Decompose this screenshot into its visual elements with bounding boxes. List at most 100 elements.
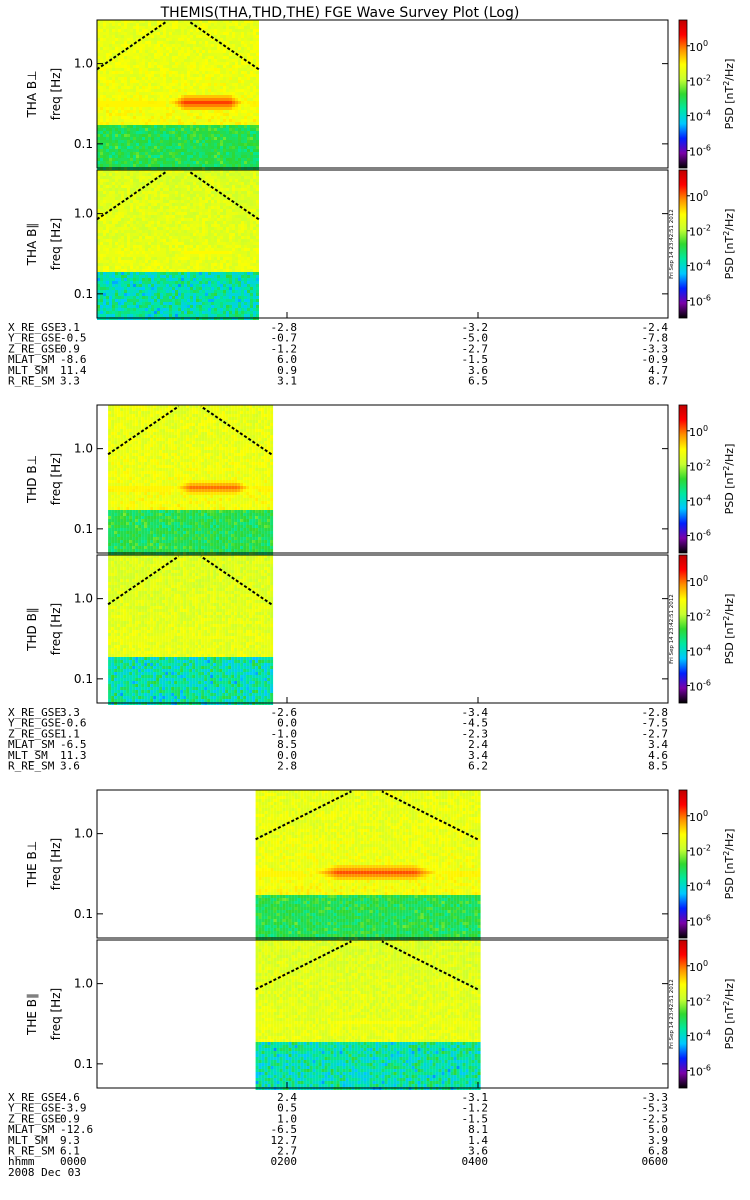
ephem-value: -7.5 bbox=[642, 717, 669, 730]
colorbar-tick-label: 10-4 bbox=[689, 644, 711, 659]
ephem-row-label: Z_RE_GSE bbox=[8, 1112, 61, 1125]
ephem-row-label: MLT_SM bbox=[8, 1134, 48, 1147]
probe-groups: 1.0 0.1 THA B⊥ freq [Hz] 100 10-2 10-4 10-6 PSD … bbox=[8, 19, 736, 1179]
y-tick-label: 1.0 bbox=[74, 827, 93, 841]
ephem-value: -8.6 bbox=[60, 353, 87, 366]
panel-label: THD B∥ bbox=[25, 607, 39, 652]
colorbar-tick-label: 10-4 bbox=[689, 494, 711, 509]
ephem-value: 12.7 bbox=[271, 1134, 298, 1147]
colorbar bbox=[678, 404, 688, 554]
ephem-value: -4.5 bbox=[462, 717, 489, 730]
ephem-value: 3.3 bbox=[60, 706, 80, 719]
ephem-row-label: Y_RE_GSE bbox=[8, 1102, 61, 1115]
ephem-row-label: MLAT_SM bbox=[8, 1123, 55, 1136]
colorbar-tick-label: 10-4 bbox=[689, 109, 711, 124]
y-tick-label: 1.0 bbox=[74, 57, 93, 71]
colorbar-tick-label: 10-2 bbox=[689, 224, 711, 239]
ephem-value: 4.6 bbox=[60, 1091, 80, 1104]
ephem-value: -2.5 bbox=[642, 1112, 669, 1125]
colorbar-label: PSD [nT2/Hz] bbox=[722, 59, 736, 130]
probe-group-thd: 1.0 0.1 THD B⊥ freq [Hz] 100 10-2 10-4 10-6 PSD … bbox=[8, 404, 736, 773]
colorbar bbox=[678, 789, 688, 939]
spectrogram-cells bbox=[96, 20, 260, 170]
ephem-value: -6.5 bbox=[271, 1123, 298, 1136]
colorbar-tick-label: 10-6 bbox=[689, 914, 711, 929]
ephem-value: -2.8 bbox=[271, 321, 298, 334]
ephem-value: -7.8 bbox=[642, 332, 669, 345]
ephem-value: 1.4 bbox=[468, 1134, 488, 1147]
ephem-value: 11.3 bbox=[60, 749, 87, 762]
panel-frame bbox=[96, 19, 669, 169]
ephem-value: -2.3 bbox=[462, 727, 489, 740]
spectrogram-cells bbox=[255, 940, 481, 1090]
ephem-row-label: X_RE_GSE bbox=[8, 706, 61, 719]
ephem-row-label: X_RE_GSE bbox=[8, 1091, 61, 1104]
colorbar-tick-label: 10-4 bbox=[689, 259, 711, 274]
spectrogram-panel: 1.0 0.1 THD B∥ freq [Hz] 100 10-2 10-4 10-6 PSD … bbox=[25, 554, 736, 705]
ephem-value: 0.5 bbox=[277, 1102, 297, 1115]
panel-label: THA B∥ bbox=[25, 223, 39, 267]
plot-title: THEMIS(THA,THD,THE) FGE Wave Survey Plot… bbox=[160, 5, 520, 21]
ephem-value: 3.6 bbox=[468, 1145, 488, 1158]
ephem-value: 2.7 bbox=[277, 1145, 297, 1158]
colorbar-tick-label: 10-6 bbox=[689, 1064, 711, 1079]
panel-label: THD B⊥ bbox=[25, 455, 39, 504]
ephem-value: 6.5 bbox=[468, 375, 488, 388]
ephem-value: 3.6 bbox=[60, 760, 80, 773]
ephem-row-label: Y_RE_GSE bbox=[8, 332, 61, 345]
creation-stamp: Fri Sep 14 23:42:51 2012 bbox=[669, 594, 675, 664]
ephem-value: 8.7 bbox=[648, 375, 668, 388]
ephem-value: -0.9 bbox=[642, 353, 669, 366]
ephem-value: 1.1 bbox=[60, 727, 80, 740]
ephem-value: -1.0 bbox=[271, 727, 298, 740]
ephem-value: 5.0 bbox=[648, 1123, 668, 1136]
y-tick-label: 0.1 bbox=[74, 137, 93, 151]
y-tick-label: 0.1 bbox=[74, 287, 93, 301]
x-tick-label: 0400 bbox=[462, 1155, 489, 1168]
colorbar-tick-label: 10-2 bbox=[689, 74, 711, 89]
ephemeris-table: X_RE_GSE 4.6 2.4 -3.1 -3.3 Y_RE_GSE -3.9 0.5 -1.… bbox=[8, 1091, 668, 1179]
colorbar bbox=[678, 19, 688, 169]
y-tick-label: 0.1 bbox=[74, 1057, 93, 1071]
ephem-row-label: MLAT_SM bbox=[8, 353, 55, 366]
colorbar-tick-label: 10-2 bbox=[689, 844, 711, 859]
spectrogram-cells bbox=[96, 170, 260, 320]
creation-stamp: Fri Sep 14 23:42:51 2012 bbox=[669, 979, 675, 1049]
ephem-value: 2.8 bbox=[277, 760, 297, 773]
colorbar-tick-label: 10-6 bbox=[689, 679, 711, 694]
ephem-value: -2.6 bbox=[271, 706, 298, 719]
ephem-value: 3.1 bbox=[277, 375, 297, 388]
ephem-value: 1.0 bbox=[277, 1112, 297, 1125]
spectrogram-panel: 1.0 0.1 THE B⊥ freq [Hz] 100 10-2 10-4 10-6 PSD … bbox=[25, 789, 736, 940]
panel-label: THE B⊥ bbox=[25, 841, 39, 888]
ephem-value: 0.0 bbox=[277, 749, 297, 762]
ephem-value: -3.9 bbox=[60, 1102, 87, 1115]
ephem-value: -3.3 bbox=[642, 342, 669, 355]
ephem-row-label: R_RE_SM bbox=[8, 1145, 55, 1158]
spectrogram-panel: 1.0 0.1 THD B⊥ freq [Hz] 100 10-2 10-4 10-6 PSD … bbox=[25, 404, 736, 555]
y-tick-label: 1.0 bbox=[74, 592, 93, 606]
ephem-value: -1.2 bbox=[271, 342, 298, 355]
y-tick-label: 1.0 bbox=[74, 977, 93, 991]
date-label: 2008 Dec 03 bbox=[8, 1166, 81, 1179]
colorbar-tick-label: 10-2 bbox=[689, 609, 711, 624]
panel-frame bbox=[96, 939, 669, 1089]
x-tick-label: 0600 bbox=[642, 1155, 669, 1168]
ephemeris-table: X_RE_GSE 3.1 -2.8 -3.2 -2.4Y_RE_GSE -0.5 -0.7-… bbox=[8, 321, 668, 388]
colorbar-tick-label: 10-4 bbox=[689, 1029, 711, 1044]
panel-frame bbox=[96, 404, 669, 554]
y-tick-label: 0.1 bbox=[74, 672, 93, 686]
ephem-value: 8.5 bbox=[277, 738, 297, 751]
ephem-value: -2.7 bbox=[462, 342, 489, 355]
ephem-value: -3.3 bbox=[642, 1091, 669, 1104]
ephem-value: 6.1 bbox=[60, 1145, 80, 1158]
ephem-value: -2.7 bbox=[642, 727, 669, 740]
ephem-row-label: Z_RE_GSE bbox=[8, 727, 61, 740]
colorbar-tick-label: 10-6 bbox=[689, 144, 711, 159]
ephem-value: -0.7 bbox=[271, 332, 298, 345]
y-tick-label: 1.0 bbox=[74, 207, 93, 221]
ephem-value: 2.4 bbox=[468, 738, 488, 751]
ephemeris-table: X_RE_GSE 3.3 -2.6 -3.4 -2.8 Y_RE_GSE -0.6 0.0 -4… bbox=[8, 706, 668, 773]
colorbar-label: PSD [nT2/Hz] bbox=[722, 979, 736, 1050]
